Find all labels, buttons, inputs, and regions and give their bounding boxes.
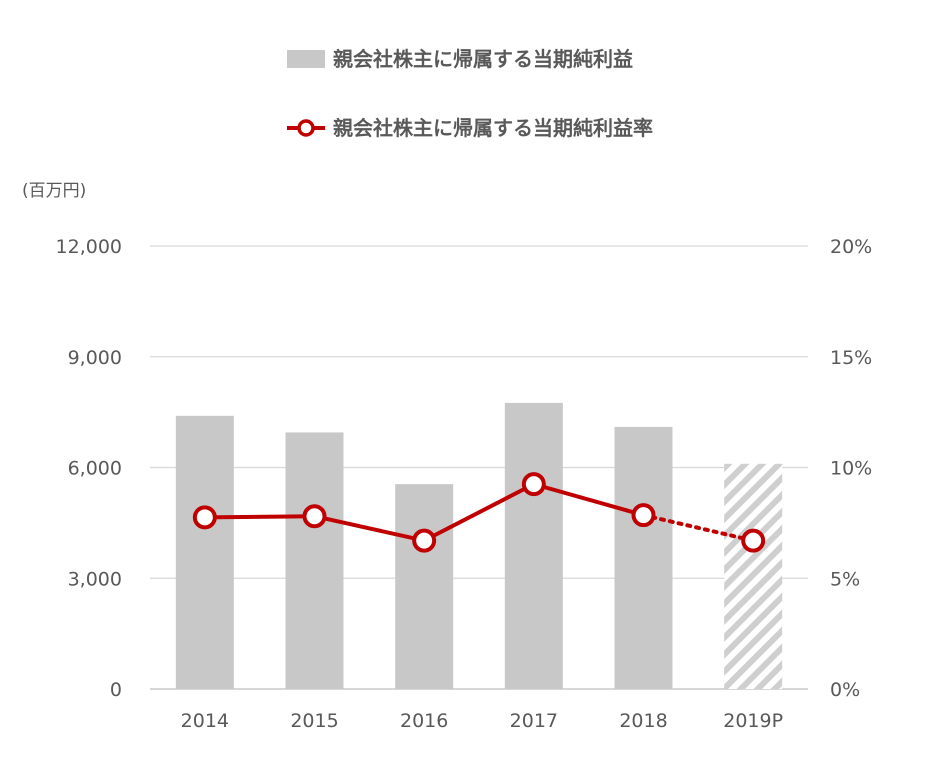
- legend-bar-label: 親会社株主に帰属する当期純利益: [333, 47, 633, 71]
- rate-point: [521, 472, 546, 497]
- y-right-tick-label: 10%: [830, 458, 872, 480]
- y-right-axis: 0% 5% 10% 15% 20%: [830, 236, 872, 701]
- bar: [395, 484, 454, 689]
- y-left-tick-label: 6,000: [68, 458, 122, 480]
- legend-line-marker: [297, 119, 315, 137]
- bar-projected: [724, 463, 783, 689]
- rate-point: [631, 503, 656, 528]
- y-left-tick-label: 0: [110, 679, 122, 701]
- legend-line-label: 親会社株主に帰属する当期純利益率: [333, 116, 653, 140]
- rate-point: [741, 528, 766, 553]
- x-tick-label: 2018: [619, 710, 667, 732]
- bar: [614, 426, 673, 689]
- rate-line-projected: [641, 513, 756, 543]
- x-tick-label: 2016: [400, 710, 448, 732]
- y-left-tick-label: 9,000: [68, 347, 122, 369]
- rate-line: [192, 472, 766, 553]
- y-right-tick-label: 20%: [830, 236, 872, 258]
- y-left-unit: (百万円): [22, 181, 86, 201]
- rate-point: [192, 505, 217, 530]
- x-tick-label: 2014: [181, 710, 229, 732]
- x-axis: 2014 2015 2016 2017 2018 2019P: [181, 710, 783, 732]
- bar: [285, 432, 344, 689]
- gridlines: [150, 245, 808, 690]
- y-right-tick-label: 15%: [830, 347, 872, 369]
- x-tick-label: 2019P: [723, 710, 783, 732]
- bars: [175, 402, 783, 689]
- bar: [504, 402, 563, 689]
- y-right-tick-label: 5%: [830, 568, 860, 590]
- x-tick-label: 2017: [510, 710, 558, 732]
- y-left-tick-label: 3,000: [68, 568, 122, 590]
- legend-bar-swatch: [287, 50, 325, 68]
- rate-point: [302, 504, 327, 529]
- x-tick-label: 2015: [290, 710, 338, 732]
- legend: 親会社株主に帰属する当期純利益 親会社株主に帰属する当期純利益率: [287, 47, 653, 140]
- y-right-tick-label: 0%: [830, 679, 860, 701]
- bar: [175, 415, 234, 689]
- y-left-axis: 0 3,000 6,000 9,000 12,000: [56, 236, 122, 701]
- rate-point: [412, 528, 437, 553]
- y-left-tick-label: 12,000: [56, 236, 122, 258]
